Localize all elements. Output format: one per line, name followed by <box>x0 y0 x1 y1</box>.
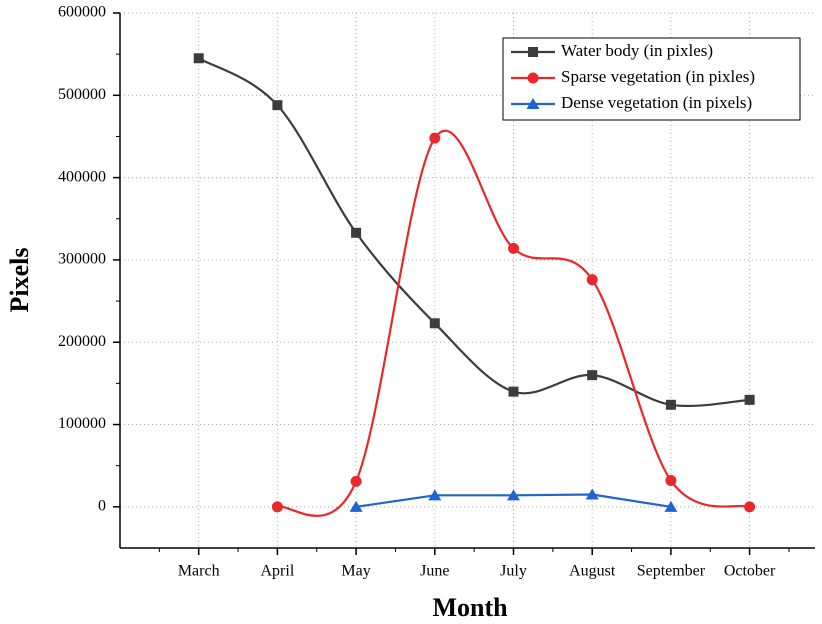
y-tick-label: 400000 <box>58 168 106 185</box>
marker <box>587 370 598 381</box>
y-axis-title: Pixels <box>5 248 34 313</box>
marker <box>585 488 599 500</box>
marker <box>508 242 519 254</box>
marker <box>350 475 362 487</box>
marker <box>744 394 755 405</box>
y-tick-label: 0 <box>98 498 106 515</box>
marker <box>428 489 442 501</box>
x-tick-label: September <box>637 563 706 580</box>
x-tick-label: June <box>420 563 449 580</box>
legend-label: Water body (in pixles) <box>561 41 713 60</box>
marker <box>349 500 363 512</box>
marker <box>193 53 204 64</box>
y-tick-label: 600000 <box>58 4 106 21</box>
x-tick-label: March <box>178 563 220 580</box>
legend-label: Dense vegetation (in pixels) <box>561 93 752 112</box>
x-axis-title: Month <box>432 593 508 622</box>
x-tick-label: April <box>261 563 295 580</box>
y-tick-label: 300000 <box>58 251 106 268</box>
marker <box>507 489 520 501</box>
marker <box>351 227 362 238</box>
x-tick-label: July <box>500 563 527 580</box>
series-line <box>277 129 750 517</box>
x-tick-label: August <box>569 563 616 580</box>
marker <box>429 132 441 144</box>
y-tick-label: 500000 <box>58 86 106 103</box>
legend: Water body (in pixles) Sparse vegetation … <box>502 37 801 121</box>
x-tick-label: October <box>724 563 776 580</box>
marker <box>527 72 539 84</box>
marker <box>665 399 676 410</box>
y-tick-label: 200000 <box>58 333 106 350</box>
marker <box>586 274 598 286</box>
marker <box>526 98 540 109</box>
y-tick-label: 100000 <box>58 415 106 432</box>
marker <box>272 100 283 111</box>
marker <box>528 47 538 57</box>
marker <box>508 386 519 397</box>
marker <box>664 500 678 512</box>
marker <box>744 501 756 513</box>
legend-label: Sparse vegetation (in pixles) <box>561 67 755 86</box>
x-tick-label: May <box>341 563 370 580</box>
marker <box>271 501 283 513</box>
series-line <box>198 57 750 408</box>
marker <box>665 475 677 487</box>
marker <box>429 318 440 329</box>
